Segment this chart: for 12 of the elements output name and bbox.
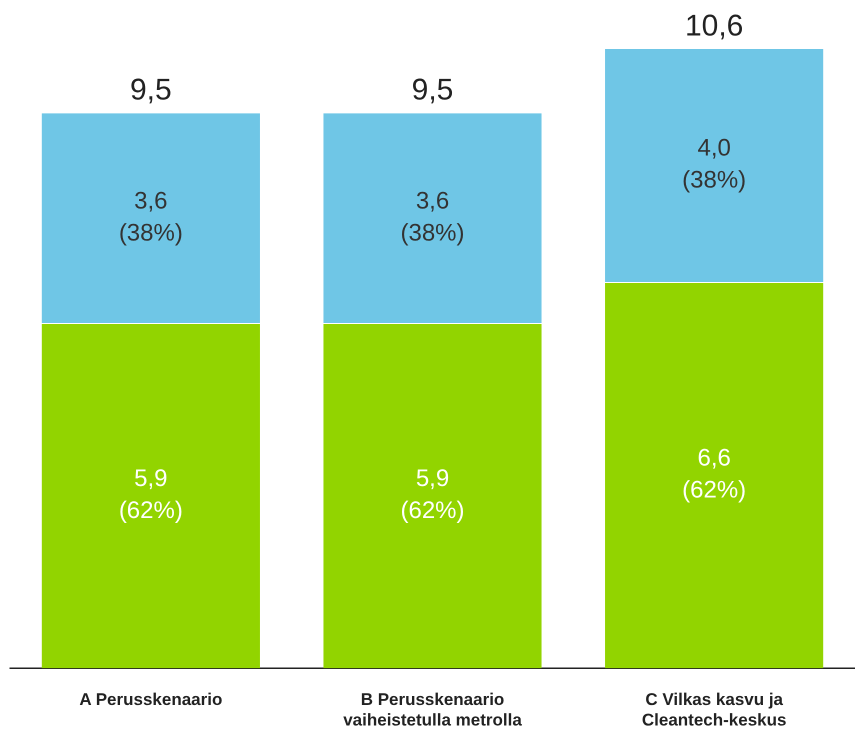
- total-label: 10,6: [684, 9, 744, 42]
- x-tick-label: C Vilkas kasvu ja Cleantech-keskus: [642, 690, 786, 730]
- data-label: 6,6 (62%): [682, 444, 746, 504]
- data-label: 5,9 (62%): [400, 465, 465, 524]
- data-label: 3,6 (38%): [118, 187, 183, 246]
- data-label: 3,6 (38%): [400, 187, 465, 246]
- data-label: 5,9 (62%): [118, 465, 183, 524]
- total-label: 9,5: [412, 74, 454, 107]
- data-label: 4,0 (38%): [682, 134, 746, 194]
- total-label: 9,5: [130, 74, 172, 107]
- x-tick-label: A Perusskenaario: [79, 690, 222, 710]
- x-tick-label: B Perusskenaario vaiheistetulla metrolla: [343, 690, 522, 730]
